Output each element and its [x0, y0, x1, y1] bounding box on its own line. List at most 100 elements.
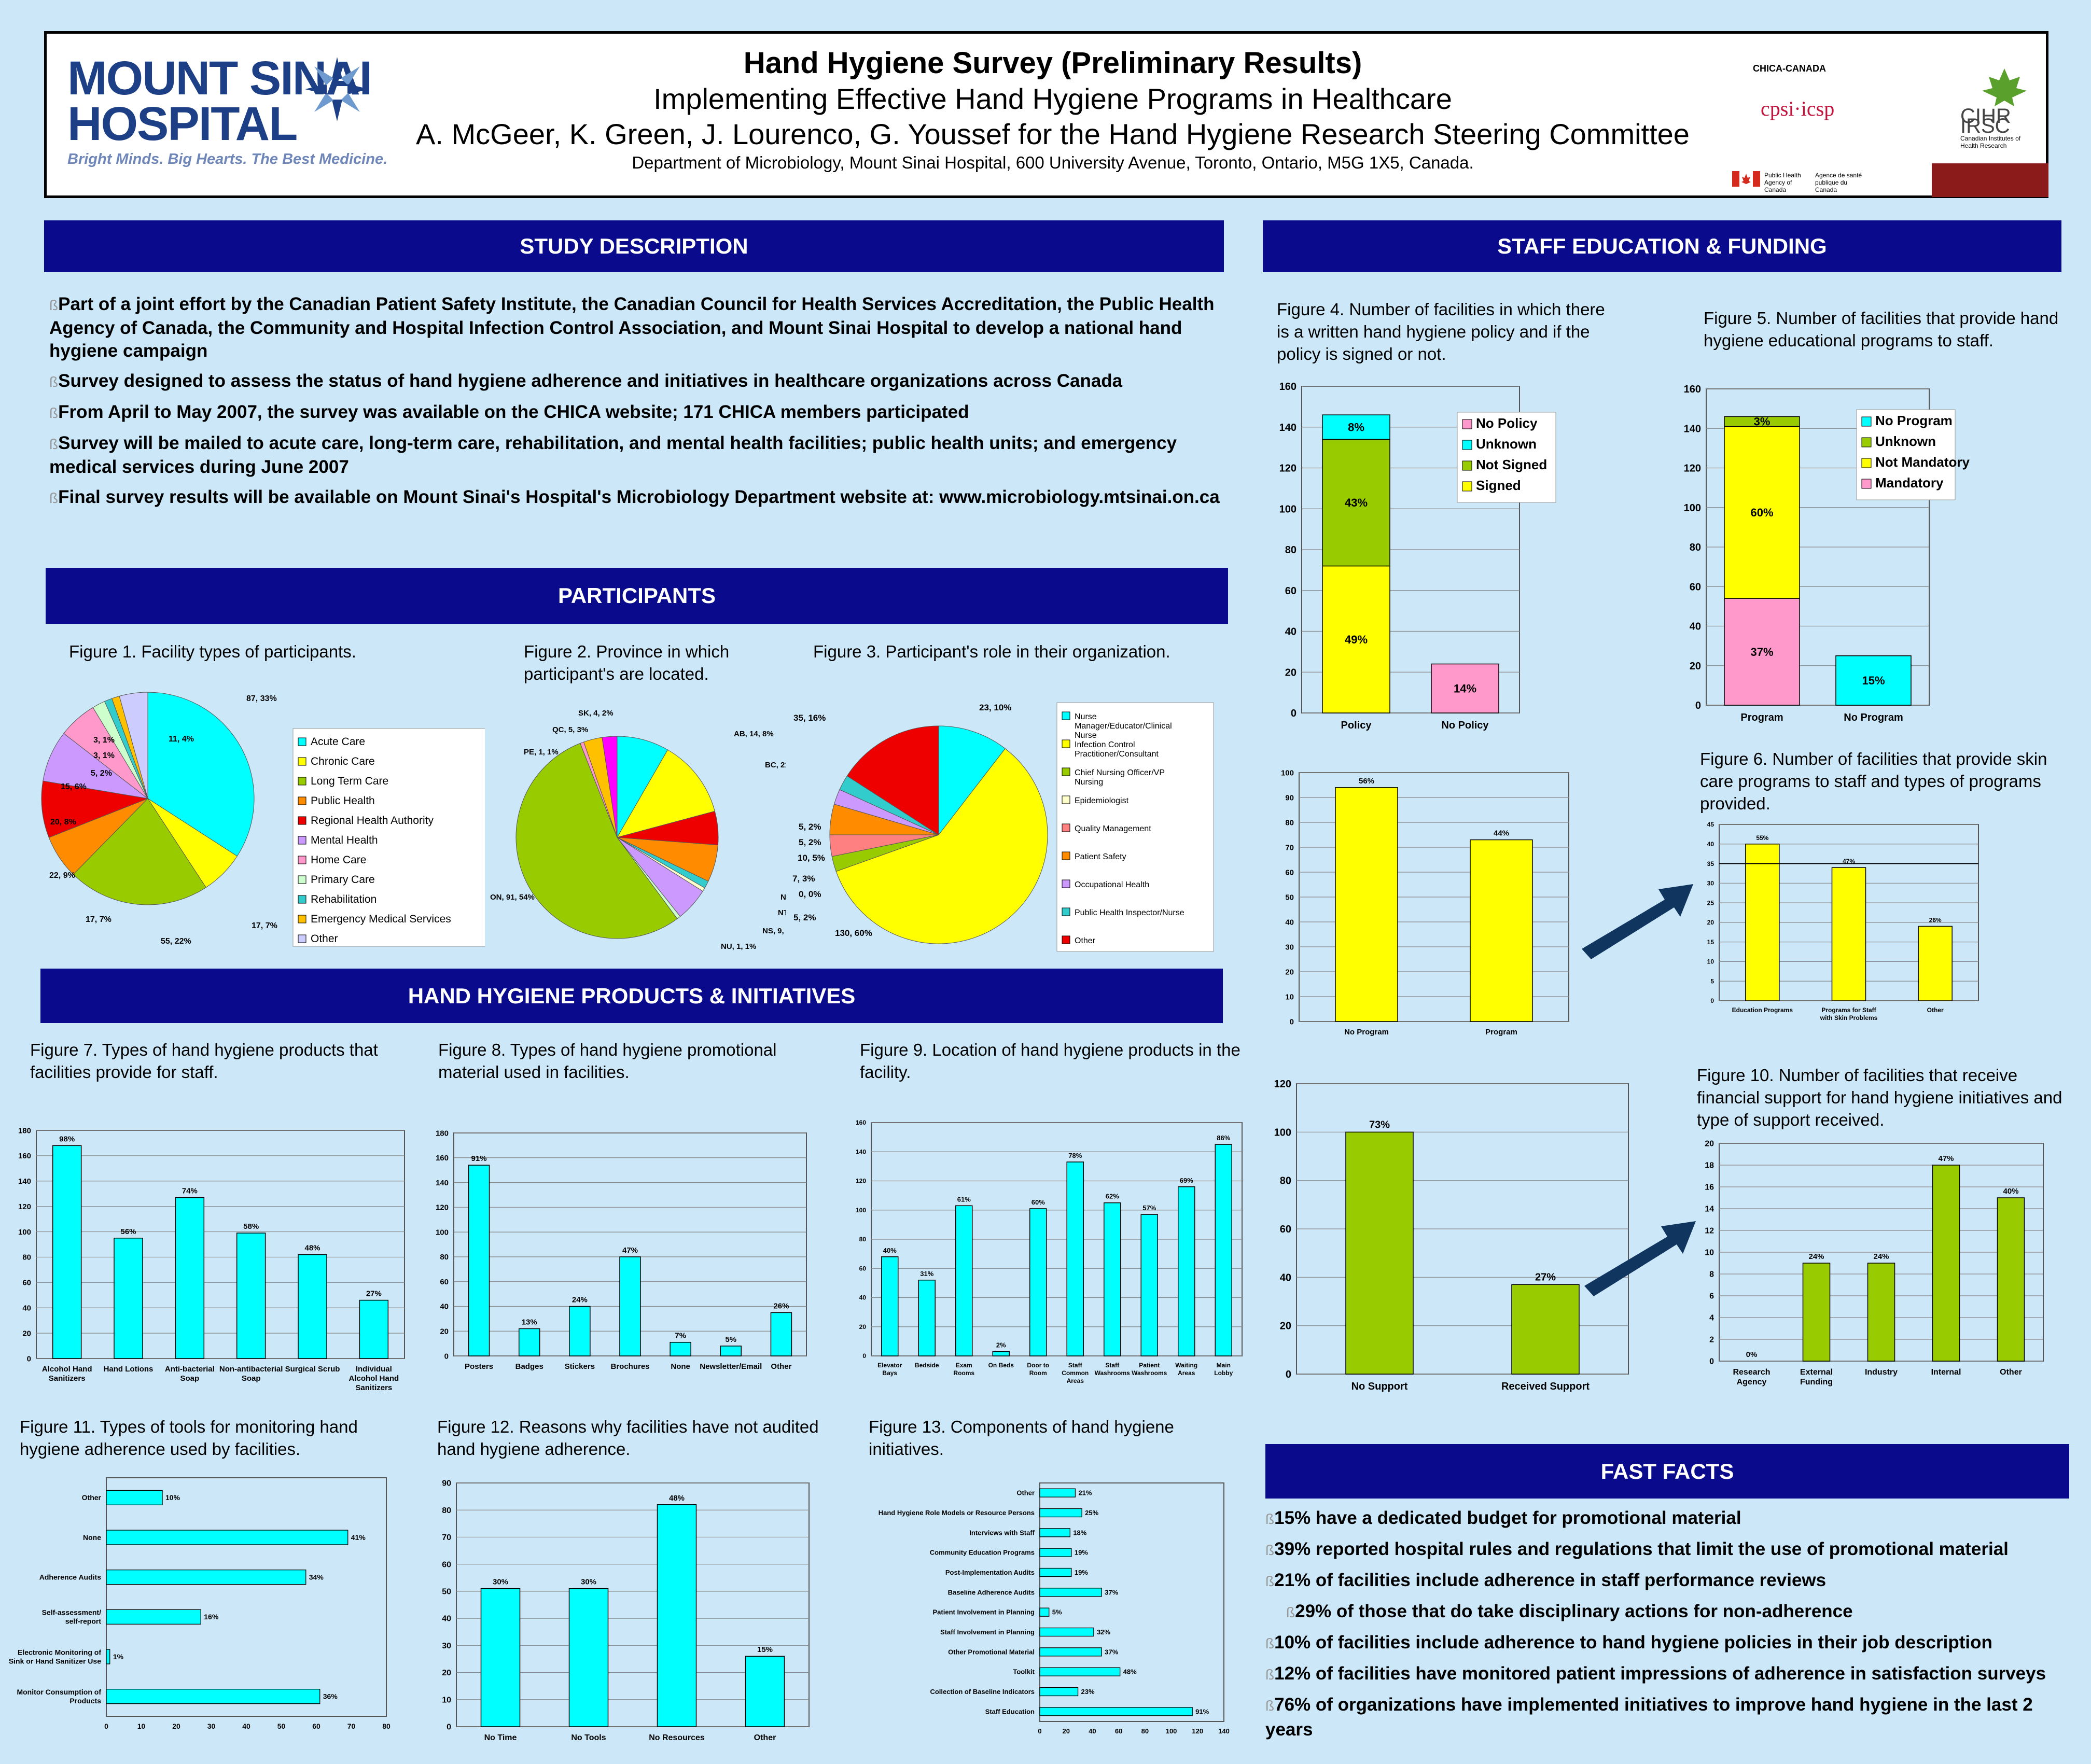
- section-participants: PARTICIPANTS: [46, 568, 1228, 624]
- x-tick-label: 80: [1141, 1727, 1149, 1735]
- x-tick-label: Stickers: [565, 1362, 595, 1371]
- poster-titles: Hand Hygiene Survey (Preliminary Results…: [394, 45, 1711, 174]
- x-tick-label: 120: [1192, 1727, 1203, 1735]
- x-tick-label: Bedside: [915, 1362, 939, 1369]
- data-label: 48%: [304, 1244, 320, 1253]
- bar: [1039, 1548, 1072, 1557]
- legend-swatch: [1062, 795, 1070, 804]
- bar: [657, 1504, 697, 1727]
- data-label: 0, 0%: [799, 889, 821, 899]
- chart-fig8: 0 20 40 60 80 100 120 140 160 180 91% 13% 24% 47% 7% 5%…: [423, 1123, 817, 1397]
- legend-label: Infection Control: [1075, 740, 1135, 749]
- x-tick-label: 20: [172, 1722, 180, 1730]
- x-tick-label: 40: [1089, 1727, 1096, 1735]
- pie-slice: [938, 725, 1006, 836]
- bar: [1511, 1284, 1580, 1375]
- legend-label: Patient Safety: [1075, 852, 1126, 861]
- data-label: QC, 5, 3%: [552, 725, 588, 734]
- legend-label: Occupational Health: [1075, 880, 1149, 889]
- x-tick-label: No Tools: [571, 1733, 606, 1742]
- data-label: 7, 3%: [792, 874, 815, 884]
- chart-fig10a: 0 20 40 60 80 100 120 73% 27% No Support Received …: [1255, 1073, 1660, 1426]
- y-tick-label: Baseline Adherence Audits: [948, 1588, 1035, 1596]
- data-label: 37%: [1105, 1648, 1118, 1656]
- legend-swatch: [1462, 460, 1472, 471]
- bar: [106, 1609, 201, 1625]
- bar: [1039, 1687, 1079, 1697]
- data-label: 41%: [351, 1533, 366, 1542]
- x-tick-label: Soap: [242, 1374, 261, 1383]
- caption-fig13: Figure 13. Components of hand hygiene in…: [869, 1417, 1174, 1459]
- legend-swatch: [1062, 851, 1070, 860]
- pie-slice: [515, 743, 678, 939]
- pie-slice: [41, 780, 149, 838]
- bar: [236, 1233, 266, 1359]
- bar: [106, 1530, 348, 1545]
- y-tick-label: 100: [1684, 502, 1701, 514]
- data-label: 56%: [120, 1227, 136, 1236]
- data-label: 40%: [2003, 1187, 2018, 1196]
- data-label: AB, 14, 8%: [734, 730, 774, 738]
- x-tick-label: Rooms: [953, 1369, 974, 1377]
- x-tick-label: Lobby: [1214, 1369, 1233, 1377]
- data-label: 22, 9%: [49, 871, 75, 880]
- chart-fig7: 0 20 40 60 80 100 120 140 160 180 98% 56% 74% 58% 48% 2…: [5, 1123, 415, 1397]
- maple-leaf-icon: [1982, 68, 2027, 106]
- data-label: 62%: [1106, 1193, 1119, 1200]
- cihr-name: Canadian Institutes of Health Research: [1960, 135, 2021, 149]
- bar: [770, 1312, 792, 1356]
- data-label: 37%: [1750, 646, 1773, 659]
- y-tick-label: None: [83, 1533, 101, 1542]
- y-tick-label: 80: [859, 1236, 867, 1243]
- x-tick-label: 30: [207, 1722, 216, 1730]
- chica-logo: CHICA-CANADA: [1753, 63, 1826, 74]
- caption-fig4: Figure 4. Number of facilities in which …: [1277, 300, 1605, 363]
- caption-fig11: Figure 11. Types of tools for monitoring…: [20, 1417, 358, 1459]
- y-tick-label: 60: [1690, 581, 1701, 593]
- bar: [1745, 844, 1780, 1001]
- y-tick-label: 80: [1285, 544, 1297, 556]
- bar: [1802, 1263, 1831, 1362]
- bar: [1867, 1263, 1895, 1362]
- list-item: ß10% of facilities include adherence to …: [1265, 1632, 1992, 1653]
- y-tick-label: 0: [1709, 1357, 1714, 1366]
- bar: [1345, 1131, 1414, 1375]
- legend-label: Primary Care: [311, 874, 375, 886]
- x-tick-label: Industry: [1865, 1368, 1898, 1377]
- legend-swatch: [298, 757, 306, 766]
- legend-box: [1457, 412, 1556, 503]
- data-label: 74%: [182, 1187, 198, 1196]
- y-tick-label: 120: [1274, 1079, 1291, 1090]
- data-label: 13%: [522, 1318, 537, 1326]
- bar: [1431, 663, 1499, 713]
- y-tick-label: Other Promotional Material: [948, 1648, 1035, 1656]
- y-tick-label: 80: [442, 1506, 451, 1515]
- y-tick-label: 4: [1709, 1314, 1714, 1323]
- caption-fig6: Figure 6. Number of facilities that prov…: [1700, 749, 2047, 813]
- y-tick-label: 50: [1285, 893, 1294, 902]
- y-tick-label: 80: [1285, 818, 1294, 827]
- bar: [106, 1689, 320, 1704]
- y-tick-label: 0: [862, 1352, 866, 1360]
- bar: [1932, 1165, 1960, 1362]
- data-label: 24%: [1873, 1252, 1889, 1261]
- pie-slice: [846, 725, 939, 835]
- y-tick-label: 0: [27, 1354, 31, 1363]
- x-tick-label: Other: [1927, 1006, 1944, 1014]
- x-tick-label: Door to: [1027, 1362, 1049, 1369]
- data-label: 23%: [1081, 1688, 1095, 1696]
- cpsi-logo: cpsi·icsp: [1761, 97, 1835, 120]
- y-tick-label: 45: [1707, 821, 1714, 828]
- legend-label: Mandatory: [1875, 475, 1944, 491]
- data-label: 44%: [1494, 829, 1509, 838]
- x-tick-label: Research: [1733, 1368, 1770, 1377]
- y-tick-label: 100: [18, 1228, 31, 1237]
- caption-fig12: Figure 12. Reasons why facilities have n…: [437, 1417, 819, 1459]
- data-label: 3%: [1754, 415, 1771, 428]
- x-tick-label: Patient: [1139, 1362, 1160, 1369]
- chart-fig1: 87, 33% 17, 7% 55, 22% 17, 7% 22, 9% 20, 8% 15…: [23, 674, 485, 964]
- data-label: 16%: [204, 1613, 219, 1621]
- data-label: 32%: [1097, 1628, 1110, 1636]
- x-tick-label: 10: [137, 1722, 146, 1730]
